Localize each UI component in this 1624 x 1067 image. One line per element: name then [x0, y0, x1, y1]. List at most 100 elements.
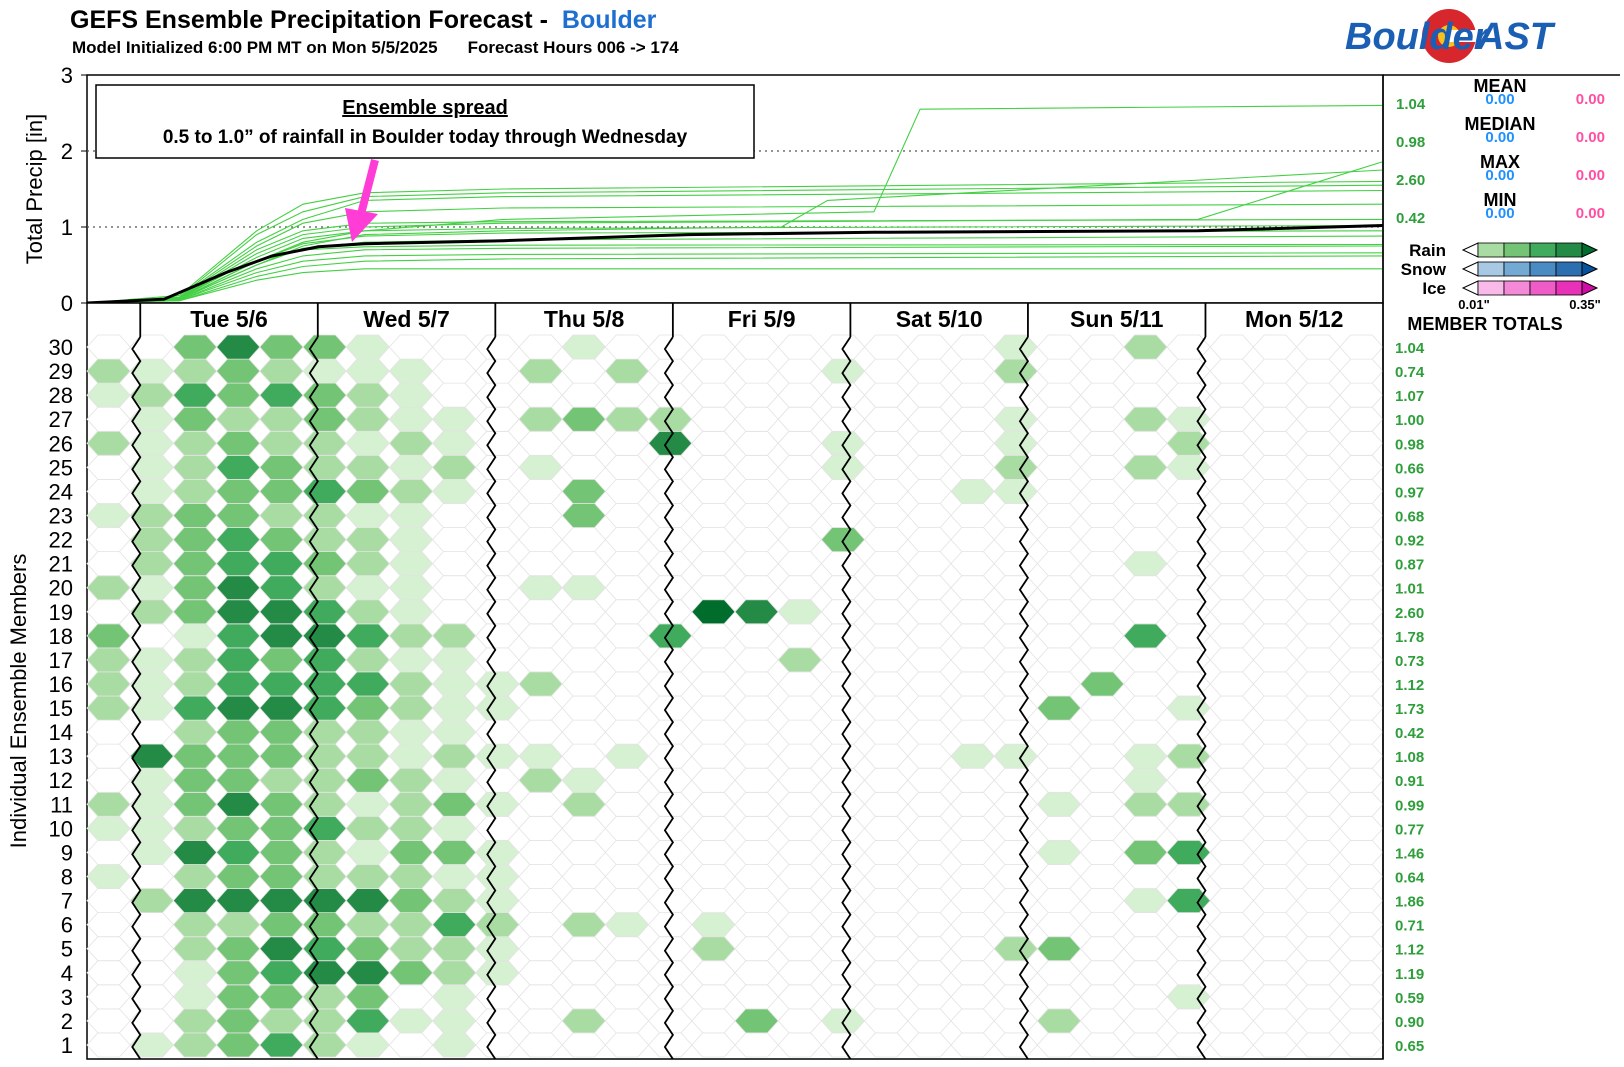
member-total-value: 0.92 [1395, 533, 1424, 550]
member-number-label: 27 [49, 407, 73, 432]
member-total-value: 0.68 [1395, 509, 1424, 526]
member-number-label: 16 [49, 672, 73, 697]
member-number-label: 29 [49, 359, 73, 384]
member-hex-heatmap: 1 0.65 2 0.90 3 0.59 4 1.19 5 1.12 6 0.71 7 1.86 8 0.64… [6, 302, 1425, 1060]
member-total-value: 0.77 [1395, 821, 1424, 838]
stat-rain-value: 0.98 [1396, 134, 1425, 151]
stat-snow-value: 0.00 [1485, 91, 1514, 108]
day-header-label: Mon 5/12 [1245, 306, 1343, 332]
legend-high-label: 0.35" [1569, 297, 1600, 312]
member-number-label: 1 [61, 1033, 73, 1058]
legend-swatch [1477, 242, 1505, 258]
annotation-arrow-head [345, 208, 378, 242]
member-series-line [86, 180, 1384, 304]
member-total-value: 0.98 [1395, 436, 1424, 453]
legend-under-arrow [1461, 280, 1479, 296]
location-name: Boulder [561, 6, 657, 34]
y-tick-label: 0 [61, 291, 73, 316]
stat-snow-value: 0.00 [1485, 129, 1514, 146]
member-number-label: 18 [49, 624, 73, 649]
y-axis-label: Individual Ensemble Members [6, 554, 31, 849]
bouldercast-logo: Boulder AST [1345, 6, 1595, 66]
stat-label: MAX [1480, 152, 1520, 172]
stat-snow-value: 0.00 [1485, 167, 1514, 184]
legend-swatch [1529, 261, 1557, 277]
member-number-label: 6 [61, 913, 73, 938]
legend-swatch [1477, 280, 1505, 296]
member-number-label: 22 [49, 528, 73, 553]
member-total-value: 1.12 [1395, 942, 1424, 959]
member-number-label: 4 [61, 961, 73, 986]
day-header-label: Sun 5/11 [1070, 306, 1164, 332]
stat-rain-value: 1.04 [1396, 96, 1426, 113]
member-totals-heading: MEMBER TOTALS [1407, 314, 1562, 334]
member-total-value: 1.19 [1395, 966, 1424, 983]
member-number-label: 12 [49, 768, 73, 793]
member-total-value: 0.42 [1395, 725, 1424, 742]
annotation-heading: Ensemble spread [342, 97, 508, 119]
legend-under-arrow [1461, 242, 1479, 258]
y-tick-label: 3 [61, 63, 73, 88]
legend-swatch [1503, 280, 1531, 296]
day-separator [663, 336, 674, 1060]
member-number-label: 11 [50, 792, 73, 817]
title-text: GEFS Ensemble Precipitation Forecast - [70, 6, 548, 34]
legend-swatch [1503, 261, 1531, 277]
member-total-value: 0.66 [1395, 460, 1424, 477]
legend-swatch [1555, 242, 1583, 258]
colorado-c-icon: Boulder AST [1345, 9, 1556, 63]
member-total-value: 1.46 [1395, 845, 1424, 862]
model-initialized-text: Model Initialized 6:00 PM MT on Mon 5/5/… [72, 38, 438, 57]
stat-label: MEDIAN [1465, 114, 1536, 134]
logo-left-text: Boulder [1345, 16, 1491, 58]
day-header-label: Wed 5/7 [363, 306, 450, 332]
day-separator [308, 336, 319, 1060]
member-total-value: 0.65 [1395, 1038, 1424, 1055]
member-series-line [86, 252, 1384, 304]
member-total-value: 1.78 [1395, 629, 1424, 646]
member-total-value: 1.01 [1395, 581, 1424, 598]
member-total-value: 1.07 [1395, 388, 1424, 405]
ensemble-spread-annotation: Ensemble spread 0.5 to 1.0” of rainfall i… [95, 84, 755, 242]
legend-swatch [1555, 280, 1583, 296]
member-number-label: 8 [61, 865, 73, 890]
day-separator [131, 336, 142, 1060]
member-number-label: 13 [49, 744, 73, 769]
member-total-value: 0.74 [1395, 364, 1425, 381]
legend-type-label: Rain [1409, 241, 1446, 260]
member-number-label: 9 [61, 840, 73, 865]
legend-swatch [1529, 242, 1557, 258]
member-number-label: 21 [49, 552, 73, 577]
legend-swatch [1529, 280, 1557, 296]
day-header-label: Tue 5/6 [190, 306, 268, 332]
legend-swatch [1503, 242, 1531, 258]
stat-ice-value: 0.00 [1576, 91, 1605, 108]
ensemble-mean-line [86, 224, 1384, 305]
day-header-label: Thu 5/8 [544, 306, 625, 332]
member-series-line [86, 189, 1384, 304]
stat-label: MEAN [1474, 76, 1527, 96]
legend-type-label: Ice [1422, 279, 1446, 298]
member-total-value: 1.08 [1395, 749, 1424, 766]
member-total-value: 1.00 [1395, 412, 1424, 429]
member-number-label: 25 [49, 455, 73, 480]
day-header-label: Fri 5/9 [728, 306, 796, 332]
day-separator [486, 336, 497, 1060]
legend-swatch [1477, 261, 1505, 277]
stat-rain-value: 0.42 [1396, 210, 1425, 227]
heatmap-frame [86, 302, 1384, 1060]
legend-type-label: Snow [1401, 260, 1447, 279]
stat-snow-value: 0.00 [1485, 205, 1514, 222]
member-number-label: 23 [49, 504, 73, 529]
member-total-value: 2.60 [1395, 605, 1424, 622]
member-number-label: 28 [49, 383, 73, 408]
member-total-value: 1.73 [1395, 701, 1424, 718]
annotation-box [95, 84, 755, 159]
chart-subtitle: Model Initialized 6:00 PM MT on Mon 5/5/… [72, 38, 679, 58]
legend-low-label: 0.01" [1458, 297, 1489, 312]
chart-title: GEFS Ensemble Precipitation Forecast - Bo… [70, 6, 656, 35]
member-number-label: 5 [61, 937, 73, 962]
member-series-line [86, 169, 1384, 304]
member-total-value: 0.90 [1395, 1014, 1424, 1031]
